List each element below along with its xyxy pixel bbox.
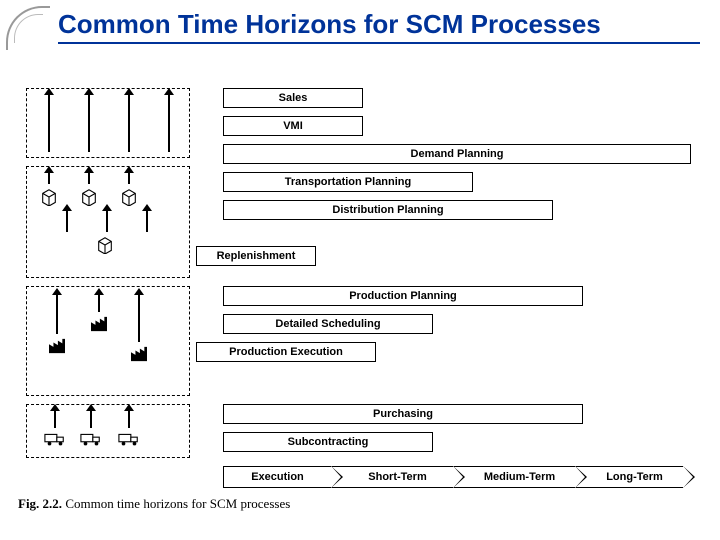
- truck-icon: [44, 432, 66, 446]
- warehouse-cube-icon: [96, 236, 114, 254]
- time-horizon-axis: ExecutionShort-TermMedium-TermLong-Term: [223, 466, 693, 488]
- dashed-region: [26, 166, 190, 278]
- scm-diagram: Sales VMI Demand Planning Transportation Pl…: [18, 88, 702, 488]
- flow-arrow-icon: [146, 210, 148, 232]
- dashed-region: [26, 88, 190, 158]
- process-bar: Replenishment: [196, 246, 316, 266]
- factory-icon: [130, 346, 148, 362]
- process-bar: Subcontracting: [223, 432, 433, 452]
- figure-caption: Fig. 2.2. Common time horizons for SCM p…: [18, 496, 290, 512]
- flow-arrow-icon: [168, 94, 170, 152]
- factory-icon: [48, 338, 66, 354]
- timeline-segment: Execution: [223, 466, 331, 488]
- timeline-segment: Short-Term: [331, 466, 453, 488]
- timeline-segment: Medium-Term: [453, 466, 575, 488]
- flow-arrow-icon: [56, 294, 58, 334]
- flow-arrow-icon: [106, 210, 108, 232]
- flow-arrow-icon: [138, 294, 140, 342]
- timeline-segment: Long-Term: [575, 466, 683, 488]
- flow-arrow-icon: [98, 294, 100, 312]
- process-bar: VMI: [223, 116, 363, 136]
- flow-arrow-icon: [128, 172, 130, 184]
- flow-arrow-icon: [128, 410, 130, 428]
- process-bar: Production Execution: [196, 342, 376, 362]
- truck-icon: [80, 432, 102, 446]
- process-bar: Distribution Planning: [223, 200, 553, 220]
- flow-arrow-icon: [54, 410, 56, 428]
- factory-icon: [90, 316, 108, 332]
- process-bar: Demand Planning: [223, 144, 691, 164]
- warehouse-cube-icon: [40, 188, 58, 206]
- process-bar: Purchasing: [223, 404, 583, 424]
- flow-arrow-icon: [88, 172, 90, 184]
- flow-arrow-icon: [90, 410, 92, 428]
- warehouse-cube-icon: [120, 188, 138, 206]
- flow-arrow-icon: [128, 94, 130, 152]
- warehouse-cube-icon: [80, 188, 98, 206]
- flow-arrow-icon: [88, 94, 90, 152]
- flow-arrow-icon: [48, 94, 50, 152]
- flow-arrow-icon: [66, 210, 68, 232]
- caption-text: Common time horizons for SCM processes: [62, 496, 290, 511]
- corner-decoration: [6, 6, 48, 48]
- process-bar: Sales: [223, 88, 363, 108]
- process-bar: Production Planning: [223, 286, 583, 306]
- process-bar: Transportation Planning: [223, 172, 473, 192]
- process-bar: Detailed Scheduling: [223, 314, 433, 334]
- caption-figure-number: Fig. 2.2.: [18, 496, 62, 511]
- dashed-region: [26, 404, 190, 458]
- truck-icon: [118, 432, 140, 446]
- flow-arrow-icon: [48, 172, 50, 184]
- page-title: Common Time Horizons for SCM Processes: [58, 10, 700, 44]
